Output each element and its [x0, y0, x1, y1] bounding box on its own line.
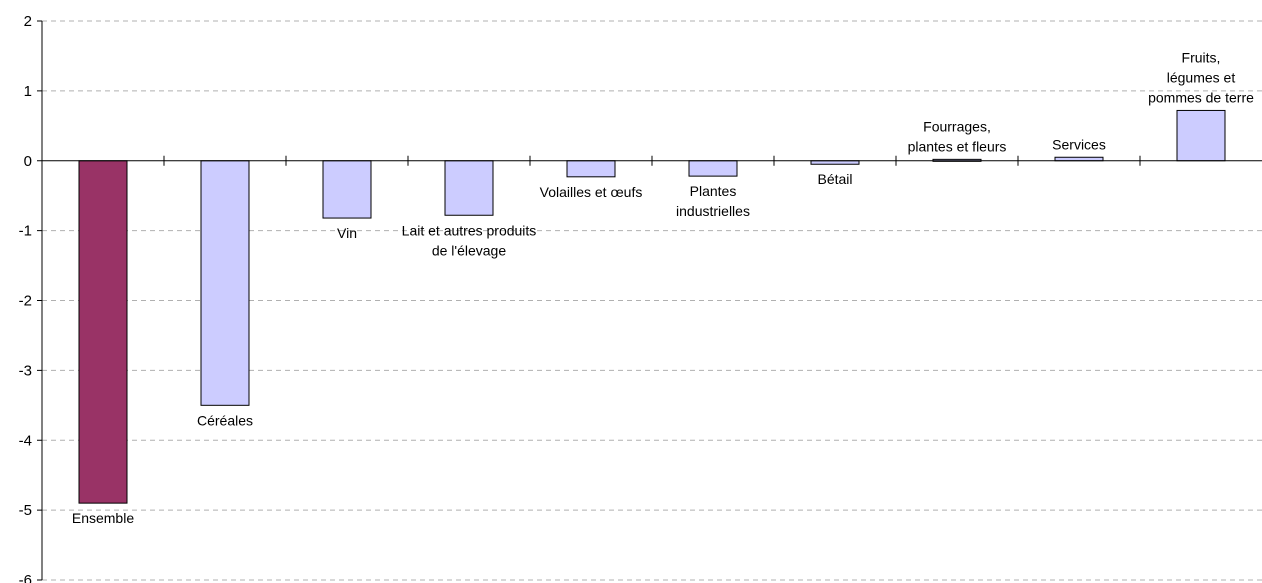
data-labels: Ensemble Céréales Vin Lait et autres produi…	[72, 49, 1254, 526]
y-tick-label: 1	[24, 83, 32, 100]
data-label: Céréales	[197, 412, 253, 428]
data-label: Fruits, légumes et pommes de terre	[1148, 49, 1254, 105]
data-label-line: de l'élevage	[432, 242, 507, 258]
data-label: Bétail	[817, 171, 852, 187]
data-label: Plantes industrielles	[676, 183, 750, 219]
bar-4	[566, 160, 616, 178]
data-label: Lait et autres produits de l'élevage	[402, 222, 537, 258]
bar-3	[444, 160, 494, 216]
data-label: Vin	[337, 225, 357, 241]
bar-5	[688, 160, 738, 177]
bar-9	[1176, 109, 1226, 162]
data-label-line: Ensemble	[72, 510, 134, 526]
bar-6	[810, 160, 860, 165]
data-label: Fourrages, plantes et fleurs	[908, 118, 1007, 154]
data-label-line: Services	[1052, 136, 1106, 152]
data-label-line: Fourrages,	[923, 118, 991, 134]
bar-0	[78, 160, 128, 504]
data-label-line: légumes et	[1167, 69, 1236, 85]
y-tick-label: -4	[19, 432, 32, 449]
bar-1	[200, 160, 250, 406]
data-label: Volailles et œufs	[540, 184, 643, 200]
data-label-line: Volailles et œufs	[540, 184, 643, 200]
gridlines	[37, 20, 1262, 581]
y-tick-label: -3	[19, 362, 32, 379]
data-label-line: Plantes	[690, 183, 737, 199]
data-label-line: plantes et fleurs	[908, 138, 1007, 154]
y-tick-label: -5	[19, 502, 32, 519]
bar-8	[1054, 156, 1104, 162]
data-label: Ensemble	[72, 510, 134, 526]
bars	[78, 109, 1226, 504]
data-label-line: pommes de terre	[1148, 89, 1254, 105]
bar-2	[322, 160, 372, 219]
axes	[41, 21, 1262, 580]
y-tick-label: -6	[19, 572, 32, 583]
data-label-line: Lait et autres produits	[402, 222, 537, 238]
y-tick-label: -2	[19, 293, 32, 310]
data-label-line: Fruits,	[1182, 49, 1221, 65]
data-label-line: industrielles	[676, 203, 750, 219]
data-label-line: Bétail	[817, 171, 852, 187]
data-label-line: Vin	[337, 225, 357, 241]
y-tick-label: 0	[24, 153, 32, 170]
data-label: Services	[1052, 136, 1106, 152]
data-label-line: Céréales	[197, 412, 253, 428]
y-tick-label: 2	[24, 13, 32, 30]
y-tick-label: -1	[19, 223, 32, 240]
y-tick-labels: 2 1 0 -1 -2 -3 -4 -5 -6	[19, 13, 32, 583]
